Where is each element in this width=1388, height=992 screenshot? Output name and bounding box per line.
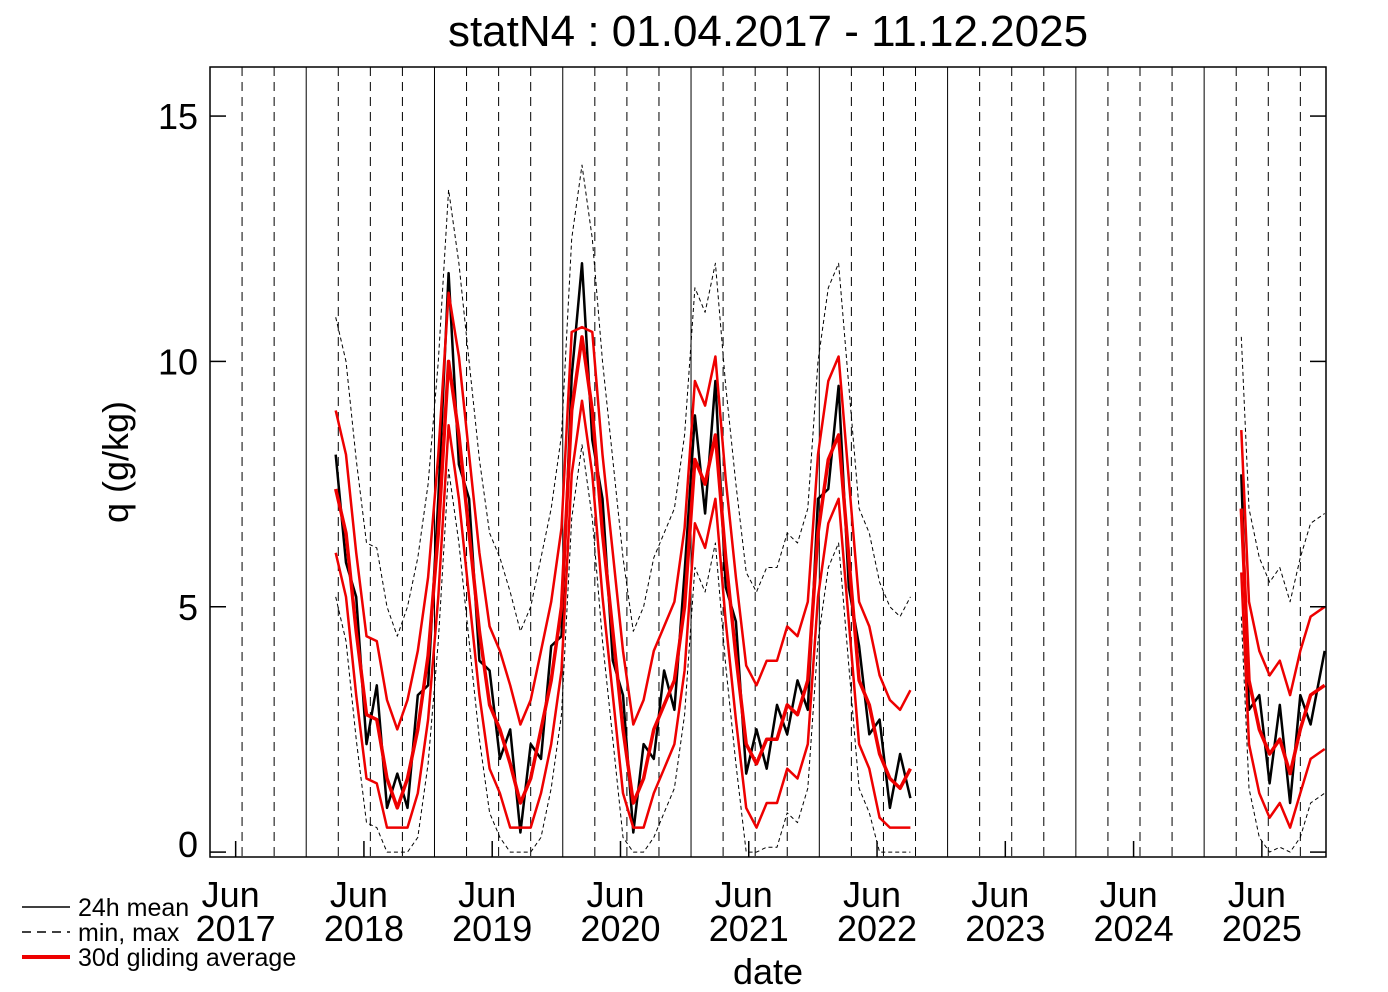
x-tick-label: Jun 2023 — [965, 874, 1045, 949]
x-tick-label: Jun 2018 — [324, 874, 404, 949]
legend-label: 30d gliding average — [78, 944, 296, 972]
series-line — [334, 399, 1326, 829]
x-tick-label: Jun 2017 — [196, 874, 276, 949]
series-line — [335, 164, 1325, 637]
series-line — [333, 335, 1326, 810]
y-tick-label: 5 — [178, 587, 198, 628]
plot-area — [333, 164, 1326, 853]
x-tick-label: Jun 2024 — [1094, 874, 1174, 949]
series-line — [335, 444, 1325, 853]
y-tick-label: 10 — [158, 341, 198, 382]
y-tick-label: 15 — [158, 96, 198, 137]
legend-label: 24h mean — [78, 894, 189, 922]
x-tick-label: Jun 2019 — [452, 874, 532, 949]
x-tick-label: Jun 2020 — [580, 874, 660, 949]
series-line — [334, 291, 1326, 731]
y-axis-label: q (g/kg) — [95, 401, 136, 523]
y-tick-label: 0 — [178, 824, 198, 865]
plot-frame — [209, 66, 1327, 858]
x-tick-label: Jun 2025 — [1222, 874, 1302, 949]
chart-title: statN4 : 01.04.2017 - 11.12.2025 — [448, 7, 1088, 56]
x-axis-label: date — [733, 951, 803, 992]
legend-label: min, max — [78, 919, 180, 947]
x-tick-label: Jun 2021 — [709, 874, 789, 949]
x-tick-label: Jun 2022 — [837, 874, 917, 949]
